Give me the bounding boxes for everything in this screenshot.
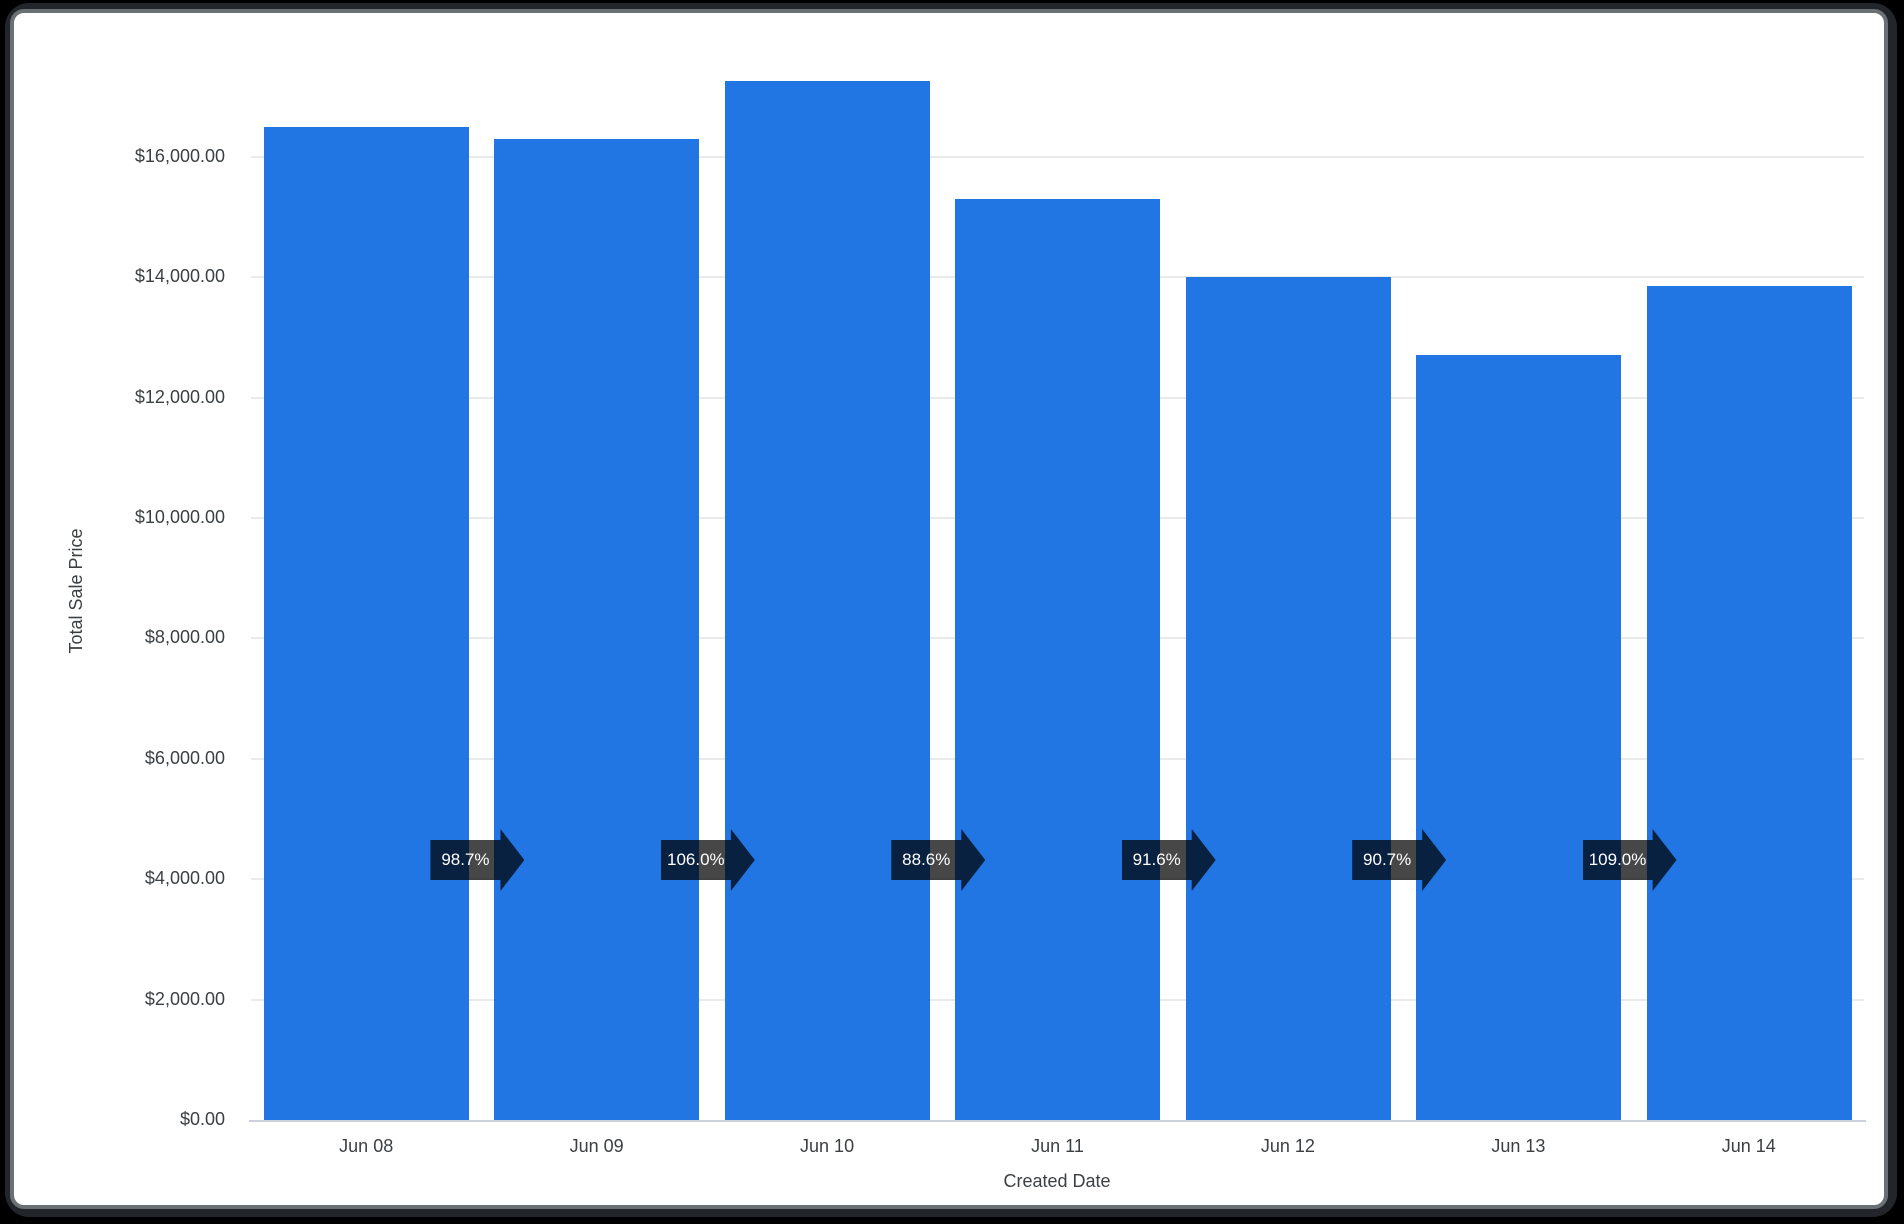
y-tick-label: $10,000.00 xyxy=(134,507,225,527)
y-tick-label: $14,000.00 xyxy=(134,266,225,287)
chart-card: Total Sale Price Created Date $0.00 $2,00… xyxy=(10,9,1888,1209)
y-tick-label: $16,000.00 xyxy=(134,145,225,166)
y-tick-label: $2,000.00 xyxy=(144,988,225,1009)
percent-change-label: 106.0% xyxy=(667,850,725,869)
x-tick-label: Jun 08 xyxy=(339,1136,394,1156)
percent-change-label: 91.6% xyxy=(1132,850,1181,869)
bar-jun-12[interactable] xyxy=(1185,276,1391,1120)
y-tick-label: $12,000.00 xyxy=(134,386,225,407)
bar-jun-08[interactable] xyxy=(264,126,469,1120)
x-tick-label: Jun 13 xyxy=(1491,1136,1546,1156)
bar-jun-13[interactable] xyxy=(1416,355,1622,1120)
y-tick-label: $0.00 xyxy=(179,1109,225,1129)
x-tick-label: Jun 11 xyxy=(1031,1136,1084,1156)
percent-change-label: 98.7% xyxy=(441,850,490,869)
percent-change-label: 109.0% xyxy=(1588,850,1647,869)
bar-jun-09[interactable] xyxy=(494,139,700,1120)
x-axis-title: Created Date xyxy=(1003,1171,1111,1191)
bar-jun-11[interactable] xyxy=(955,199,1161,1120)
x-tick-label: Jun 10 xyxy=(800,1136,855,1156)
x-axis-line xyxy=(249,1120,1866,1122)
percent-change-label: 90.7% xyxy=(1363,850,1412,869)
x-tick-label: Jun 09 xyxy=(569,1136,624,1156)
x-tick-label: Jun 14 xyxy=(1721,1136,1776,1156)
bar-jun-14[interactable] xyxy=(1646,286,1852,1120)
x-tick-label: Jun 12 xyxy=(1260,1136,1315,1156)
gridline xyxy=(251,155,1864,158)
plot-area: 98.7% 106.0% 88.6% 91.6% 90.7% 109.0% xyxy=(249,73,1866,1122)
y-tick-label: $8,000.00 xyxy=(144,627,225,648)
y-tick-label: $4,000.00 xyxy=(144,868,225,889)
percent-change-label: 88.6% xyxy=(902,850,951,869)
y-tick-label: $6,000.00 xyxy=(144,747,225,768)
bar-jun-10[interactable] xyxy=(724,80,930,1120)
